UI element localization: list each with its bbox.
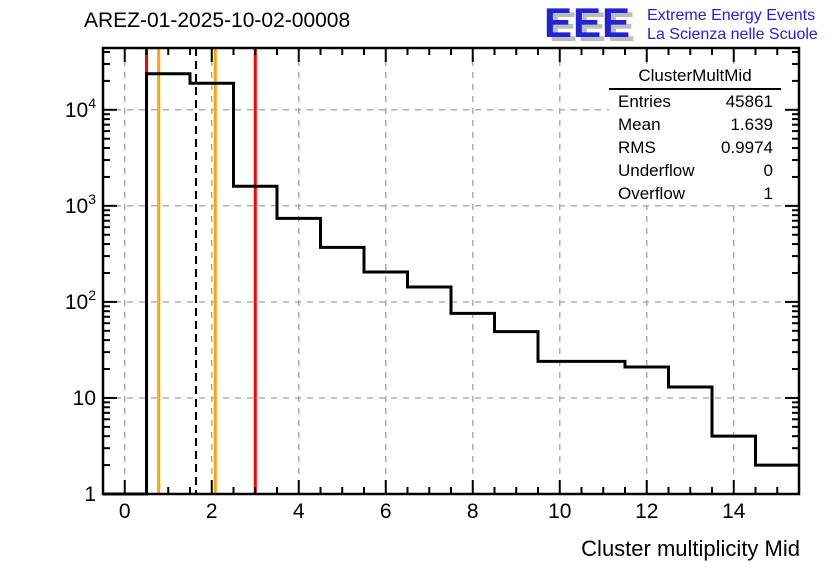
svg-text:6: 6 (380, 500, 392, 523)
svg-text:104: 104 (65, 95, 96, 122)
svg-text:10: 10 (548, 500, 571, 523)
marker-lines (145, 48, 257, 494)
stat-label: RMS (618, 138, 656, 157)
svg-text:8: 8 (467, 500, 479, 523)
svg-text:4: 4 (293, 500, 305, 523)
svg-text:2: 2 (206, 500, 218, 523)
stats-row-overflow: Overflow 1 (609, 182, 781, 205)
stat-label: Entries (618, 92, 671, 111)
svg-text:1: 1 (84, 483, 96, 506)
svg-text:0: 0 (119, 500, 131, 523)
eee-logo-line2: La Scienza nelle Scuole (647, 26, 818, 43)
stats-row-rms: RMS 0.9974 (609, 136, 781, 159)
histogram-line (103, 72, 799, 496)
stats-row-underflow: Underflow 0 (609, 159, 781, 182)
svg-text:14: 14 (722, 500, 746, 523)
stat-value: 1.639 (730, 115, 773, 134)
stats-title: ClusterMultMid (609, 64, 781, 90)
stats-row-entries: Entries 45861 (609, 90, 781, 113)
eee-logo-acronym: EEE (544, 0, 632, 46)
x-axis-title: Cluster multiplicity Mid (581, 536, 800, 561)
stat-value: 45861 (725, 92, 773, 111)
stat-value: 1 (763, 184, 773, 203)
svg-text:10: 10 (73, 387, 96, 410)
svg-text:103: 103 (65, 191, 96, 218)
eee-logo: EEE Extreme Energy Events La Scienza nel… (544, 0, 818, 46)
stat-value: 0 (763, 161, 773, 180)
stat-value: 0.9974 (721, 138, 773, 157)
axis-ticks (102, 48, 800, 495)
svg-text:102: 102 (65, 287, 96, 314)
eee-logo-text: Extreme Energy Events La Scienza nelle S… (647, 3, 818, 44)
stat-label: Underflow (618, 161, 695, 180)
x-tick-labels: 0 2 4 6 8 10 12 14 (119, 500, 746, 523)
stat-label: Overflow (618, 184, 686, 203)
plot-title: AREZ-01-2025-10-02-00008 (84, 9, 351, 32)
svg-text:12: 12 (635, 500, 658, 523)
stats-row-mean: Mean 1.639 (609, 113, 781, 136)
stat-label: Mean (618, 115, 661, 134)
stats-box: ClusterMultMid Entries 45861 Mean 1.639 … (609, 64, 781, 205)
eee-logo-line1: Extreme Energy Events (647, 7, 816, 24)
y-tick-labels: 1 10 102 103 104 (65, 95, 96, 506)
